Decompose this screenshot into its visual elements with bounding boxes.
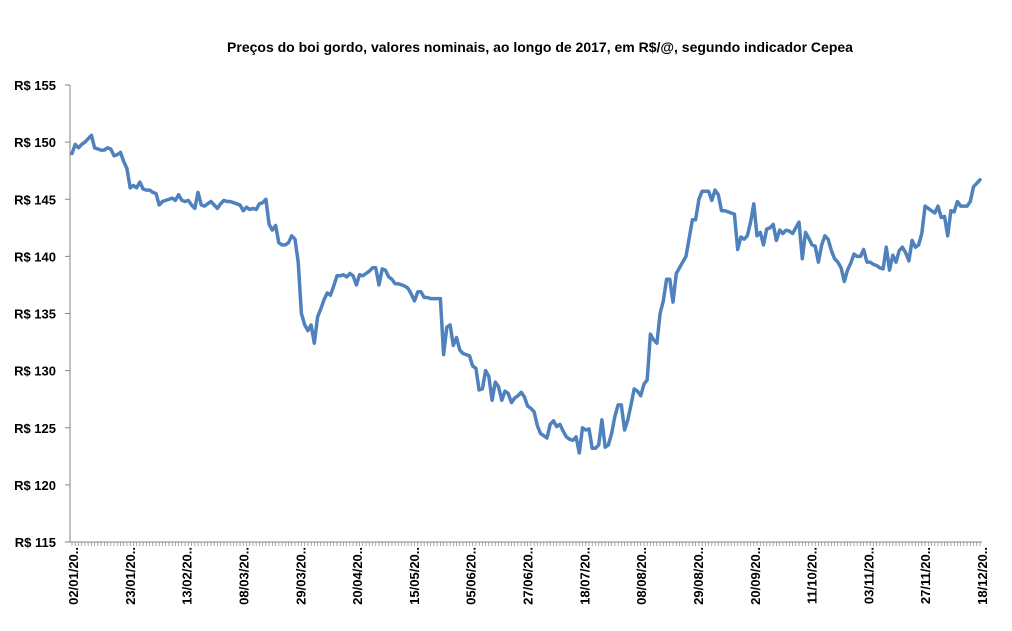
y-tick-label: R$ 115 bbox=[15, 535, 56, 550]
series-group bbox=[70, 133, 982, 455]
x-tick-label: 15/05/20.. bbox=[407, 547, 422, 605]
series-line bbox=[70, 133, 982, 455]
x-tick-label: 13/02/20.. bbox=[180, 547, 195, 605]
x-tick-label: 11/10/20.. bbox=[805, 547, 820, 604]
y-tick-label: R$ 135 bbox=[14, 307, 56, 322]
x-tick-label: 27/06/20.. bbox=[521, 547, 536, 605]
x-tick-label: 08/08/20.. bbox=[634, 547, 649, 605]
x-tick-label: 08/03/20.. bbox=[236, 547, 251, 605]
x-tick-label: 03/11/20.. bbox=[861, 547, 876, 604]
x-tick-label: 18/07/20.. bbox=[577, 547, 592, 605]
x-tick-label: 05/06/20.. bbox=[464, 547, 479, 605]
chart-title: Preços do boi gordo, valores nominais, a… bbox=[227, 39, 853, 55]
x-tick-label: 27/11/20.. bbox=[918, 547, 933, 604]
y-tick-label: R$ 125 bbox=[14, 421, 56, 436]
y-tick-label: R$ 150 bbox=[14, 135, 56, 150]
y-tick-label: R$ 155 bbox=[14, 78, 56, 93]
y-tick-group: R$ 115 R$ 120 R$ 125 R$ 130 R$ 135 R$ 140 R$ 1… bbox=[14, 78, 70, 550]
x-tick-label-group: 02/01/20.. 23/01/20.. 13/02/20.. 08/03/20..… bbox=[66, 547, 990, 605]
x-axis: 02/01/20.. 23/01/20.. 13/02/20.. 08/03/20..… bbox=[66, 541, 990, 605]
x-tick-label: 20/04/20.. bbox=[350, 547, 365, 605]
x-tick-label: 02/01/20.. bbox=[66, 547, 81, 605]
y-tick-label: R$ 145 bbox=[14, 192, 56, 207]
x-tick-label: 18/12/20.. bbox=[975, 547, 990, 605]
x-tick-label: 20/09/20.. bbox=[748, 547, 763, 605]
y-tick-label: R$ 140 bbox=[14, 249, 56, 264]
x-tick-group bbox=[71, 542, 981, 546]
y-axis: R$ 115 R$ 120 R$ 125 R$ 130 R$ 135 R$ 140 R$ 1… bbox=[14, 78, 71, 550]
y-tick-label: R$ 120 bbox=[14, 478, 56, 493]
x-tick-label: 23/01/20.. bbox=[123, 547, 138, 605]
y-tick-label: R$ 130 bbox=[14, 364, 56, 379]
x-tick-label: 29/08/20.. bbox=[691, 547, 706, 605]
x-tick-label: 29/03/20.. bbox=[293, 547, 308, 605]
